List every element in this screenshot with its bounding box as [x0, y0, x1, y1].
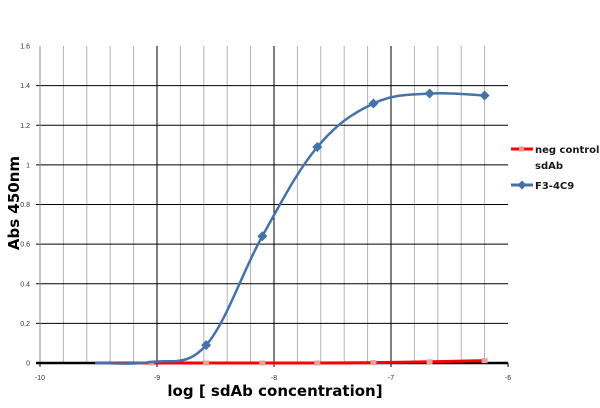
y-tick-label: 0.8 [20, 202, 30, 209]
legend-item-f3-4c9: F3-4C9 [511, 180, 574, 192]
y-tick-label: 1.6 [20, 44, 30, 51]
y-tick-label: 1.2 [20, 123, 30, 130]
series-line [94, 359, 485, 365]
y-tick-label: 1.4 [20, 83, 30, 90]
tick-labels: 0 0.2 0.4 0.6 0.8 1 1.2 1.4 1.6 -10 -9 -8 -7 -6 [20, 44, 511, 383]
data-point-marker [370, 360, 377, 366]
x-tick-label: -10 [35, 375, 45, 382]
series-f3-4c9 [94, 88, 490, 365]
data-point-marker [259, 360, 266, 366]
y-tick-label: 0.4 [20, 281, 30, 288]
y-tick-label: 0.2 [20, 321, 30, 328]
data-point-marker [424, 88, 435, 99]
data-point-marker [426, 359, 433, 365]
y-tick-label: 1 [26, 162, 30, 169]
data-point-marker [368, 98, 379, 109]
gridlines [36, 46, 508, 363]
x-tick-label: -6 [505, 375, 511, 382]
x-tick-label: -9 [154, 375, 160, 382]
y-tick-label: 0.6 [20, 242, 30, 249]
data-point-marker [479, 90, 490, 101]
legend-item-neg-control: neg control sdAb [511, 145, 599, 172]
data-point-marker [257, 231, 268, 242]
data-point-marker [481, 358, 488, 364]
y-tick-label: 0 [26, 361, 30, 368]
data-point-marker [312, 142, 323, 153]
legend-label-neg-control-line2: sdAb [535, 161, 563, 172]
plot-series [94, 88, 490, 366]
y-axis-title: Abs 450nm [5, 156, 23, 250]
data-point-marker [314, 360, 321, 366]
x-tick-label: -8 [271, 375, 277, 382]
data-point-marker [201, 340, 212, 351]
legend-label-neg-control: neg control [535, 145, 599, 156]
series-neg-control-sdab [94, 358, 488, 366]
x-tick-label: -7 [388, 375, 394, 382]
series-line [94, 91, 485, 365]
legend: neg control sdAb F3-4C9 [511, 145, 599, 192]
legend-label-f3-4c9: F3-4C9 [535, 181, 574, 192]
x-axis-title: log [ sdAb concentration] [167, 382, 382, 400]
data-point-marker [203, 360, 210, 366]
